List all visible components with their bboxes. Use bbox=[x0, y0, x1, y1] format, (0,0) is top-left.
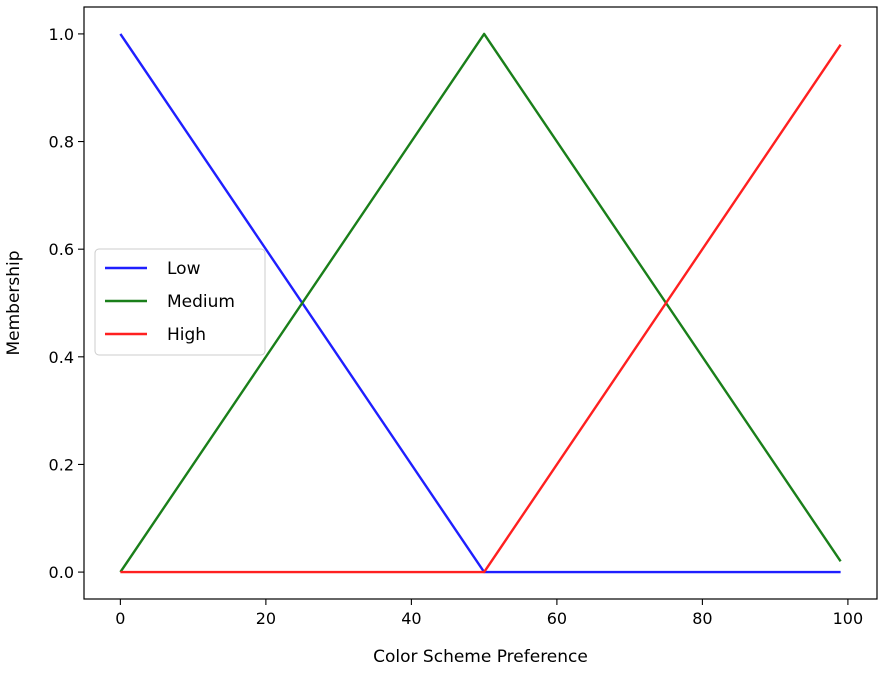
series-line-medium bbox=[119, 32, 842, 573]
y-tick-label: 0.8 bbox=[49, 133, 74, 152]
series-line-high bbox=[120, 43, 842, 574]
x-axis-ticks: 0 20 40 60 80 100 bbox=[115, 599, 863, 628]
plot-lines bbox=[119, 32, 842, 574]
y-axis-label: Membership bbox=[4, 250, 24, 355]
y-tick-label: 0.4 bbox=[49, 348, 74, 367]
x-tick-label: 60 bbox=[547, 609, 567, 628]
x-tick-label: 0 bbox=[115, 609, 125, 628]
y-tick-label: 0.6 bbox=[49, 240, 74, 259]
y-tick-label: 0.0 bbox=[49, 563, 74, 582]
x-tick-label: 40 bbox=[401, 609, 421, 628]
legend-box bbox=[94, 248, 266, 356]
x-tick-label: 20 bbox=[256, 609, 276, 628]
y-tick-label: 1.0 bbox=[49, 25, 74, 44]
axes-frame bbox=[83, 6, 878, 600]
legend-label-high: High bbox=[167, 325, 206, 345]
y-axis-ticks: 0.0 0.2 0.4 0.6 0.8 1.0 bbox=[49, 25, 84, 582]
legend-label-medium: Medium bbox=[167, 292, 235, 312]
x-tick-label: 100 bbox=[833, 609, 864, 628]
legend-label-low: Low bbox=[167, 259, 201, 279]
legend: Low Medium High bbox=[94, 248, 266, 356]
x-tick-label: 80 bbox=[692, 609, 712, 628]
y-tick-label: 0.2 bbox=[49, 455, 74, 474]
x-axis-label: Color Scheme Preference bbox=[373, 647, 588, 667]
